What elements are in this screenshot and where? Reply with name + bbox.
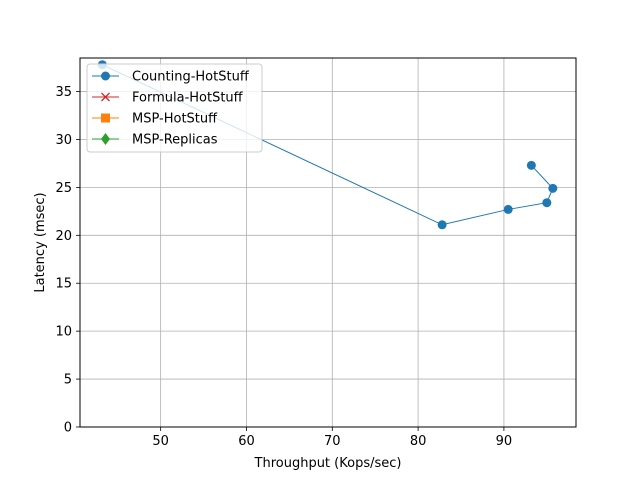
y-tick-label: 30 — [55, 133, 72, 148]
grid — [80, 58, 576, 428]
legend-marker — [101, 92, 110, 102]
legend-label: Counting-HotStuff — [132, 70, 250, 85]
legend-marker — [101, 133, 110, 145]
y-tick-label: 20 — [55, 229, 72, 244]
x-tick-label: 70 — [324, 434, 341, 449]
data-point — [503, 204, 513, 214]
legend-label: MSP-Replicas — [132, 133, 218, 148]
x-tick-label: 50 — [152, 434, 169, 449]
data-point — [526, 160, 536, 170]
y-tick-label: 15 — [55, 277, 72, 292]
data-point — [548, 183, 558, 193]
x-tick-label: 90 — [496, 434, 513, 449]
legend-label: MSP-HotStuff — [132, 112, 218, 127]
legend-item: Counting-HotStuff — [92, 70, 250, 85]
y-tick-label: 25 — [55, 181, 72, 196]
series-line — [102, 64, 554, 226]
x-tick-label: 80 — [410, 434, 427, 449]
y-tick-label: 0 — [64, 421, 72, 436]
y-tick-label: 10 — [55, 325, 72, 340]
legend-marker — [101, 71, 110, 81]
data-point — [437, 220, 447, 230]
plot-frame — [79, 57, 577, 428]
legend-item: MSP-HotStuff — [92, 112, 218, 127]
y-axis-title: Latency (msec) — [33, 192, 48, 292]
data-point — [542, 198, 552, 208]
legend-label: Formula-HotStuff — [132, 91, 244, 106]
y-tick-label: 5 — [64, 373, 72, 388]
legend-box — [86, 63, 263, 153]
ticks: 50 60 70 80 90 0 5 10 15 20 25 30 35 — [55, 85, 512, 449]
y-tick-label: 35 — [55, 85, 72, 100]
x-tick-label: 60 — [238, 434, 255, 449]
legend: Counting-HotStuff Formula-HotStuff MSP-Hot… — [86, 63, 263, 153]
legend-item: MSP-Replicas — [92, 133, 218, 148]
legend-marker — [101, 113, 110, 123]
legend-item: Formula-HotStuff — [92, 91, 244, 106]
x-axis-title: Throughput (Kops/sec) — [254, 456, 402, 471]
